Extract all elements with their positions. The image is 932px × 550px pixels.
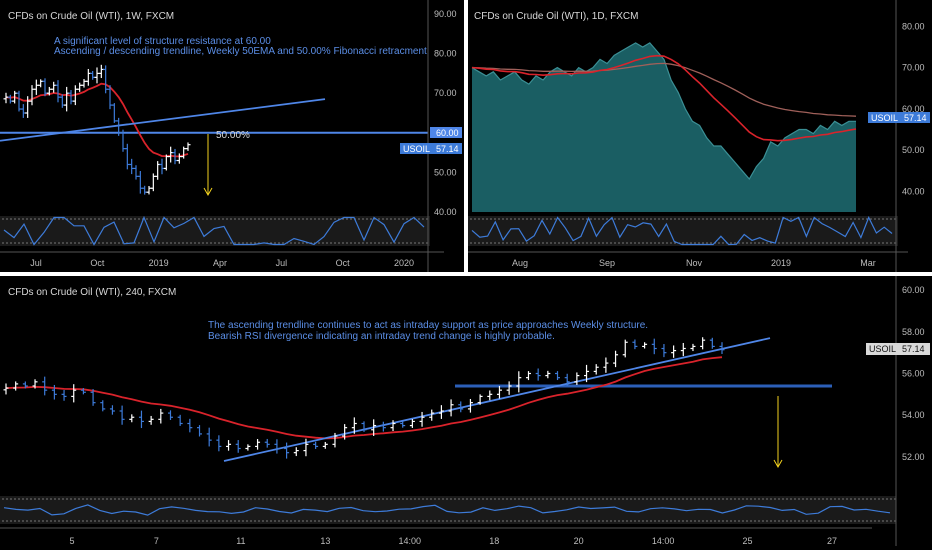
- x-tick-label: 14:00: [652, 536, 675, 546]
- price-line: [471, 42, 856, 181]
- h4-ema: [5, 356, 723, 440]
- h4-arrow: [773, 396, 783, 469]
- x-tick-label: 20: [574, 536, 584, 546]
- x-tick-label: 11: [236, 536, 245, 546]
- rsi-line: [3, 504, 891, 516]
- y-tick-label: 70.00: [434, 88, 457, 98]
- y-tick-label: 60.00: [902, 104, 925, 114]
- long-ma-line: [471, 62, 857, 117]
- h4-trendline: [223, 337, 771, 462]
- y-tick-label: 50.00: [434, 167, 457, 177]
- h4-annotation-2: Bearish RSI divergence indicating an int…: [208, 331, 555, 342]
- weekly-candles: [3, 64, 191, 195]
- y-tick-label: 70.00: [902, 63, 925, 73]
- x-tick-label: 2020: [394, 258, 414, 268]
- x-tick-label: 13: [320, 536, 330, 546]
- weekly-50ema: [5, 82, 189, 158]
- svg-text:57.14: 57.14: [902, 344, 925, 354]
- arrow-head: [203, 187, 213, 197]
- daily-chart-title: CFDs on Crude Oil (WTI), 1D, FXCM: [474, 11, 638, 22]
- daily-price-tag: USOIL 57.14: [868, 112, 930, 123]
- svg-text:USOIL: USOIL: [869, 344, 896, 354]
- weekly-arrow: [203, 134, 213, 197]
- weekly-chart-pane[interactable]: 90.00 80.00 70.00 60.00 50.00 40.00 Jul Oct 201…: [0, 0, 464, 272]
- h4-rsi-panel: [0, 496, 896, 524]
- weekly-annotation-2: Ascending / descending trendline, Weekly…: [54, 46, 427, 57]
- price-area: [472, 42, 856, 213]
- x-tick-label: Nov: [686, 258, 703, 268]
- h4-chart-title: CFDs on Crude Oil (WTI), 240, FXCM: [8, 287, 176, 298]
- x-tick-label: 2019: [149, 258, 169, 268]
- weekly-level-tag: 60.00: [430, 127, 462, 138]
- daily-ema: [471, 54, 857, 142]
- x-tick-label: 25: [743, 536, 753, 546]
- x-tick-label: 2019: [771, 258, 791, 268]
- ema-line: [471, 54, 857, 142]
- weekly-annotation-1: A significant level of structure resista…: [54, 36, 271, 47]
- svg-text:USOIL: USOIL: [871, 113, 898, 123]
- x-tick-label: 18: [489, 536, 499, 546]
- ema-line: [5, 82, 189, 158]
- weekly-fib-label: 50.00%: [216, 130, 250, 141]
- rsi-background: [468, 216, 898, 246]
- y-tick-label: 58.00: [902, 327, 925, 337]
- rsi-background: [0, 216, 430, 246]
- x-tick-label: 27: [827, 536, 837, 546]
- y-tick-label: 56.00: [902, 369, 925, 379]
- x-tick-label: Jul: [276, 258, 288, 268]
- svg-text:57.14: 57.14: [904, 113, 927, 123]
- daily-chart-pane[interactable]: 80.00 70.00 60.00 50.00 40.00 Aug Sep Nov 2019 M…: [468, 0, 932, 272]
- h4-candles: [3, 337, 725, 459]
- weekly-price-tag: USOIL 57.14: [400, 143, 462, 154]
- weekly-trendline: [0, 98, 326, 142]
- x-tick-label: 7: [154, 536, 159, 546]
- weekly-rsi-panel: [0, 215, 430, 246]
- ascending-trendline: [223, 337, 771, 462]
- y-tick-label: 52.00: [902, 452, 925, 462]
- y-tick-label: 80.00: [434, 49, 457, 59]
- arrow-head: [773, 459, 783, 469]
- ema-line: [5, 356, 723, 440]
- x-tick-label: Mar: [860, 258, 876, 268]
- y-tick-label: 40.00: [434, 207, 457, 217]
- x-tick-label: 5: [69, 536, 74, 546]
- x-tick-label: Oct: [90, 258, 105, 268]
- daily-chart[interactable]: 80.00 70.00 60.00 50.00 40.00 Aug Sep Nov 2019 M…: [468, 0, 932, 272]
- h4-chart[interactable]: 60.00 58.00 56.00 54.00 52.00 5 7 11 13 14:00 18 2…: [0, 276, 932, 550]
- rsi-background: [0, 496, 896, 524]
- y-tick-label: 90.00: [434, 9, 457, 19]
- x-tick-label: 14:00: [399, 536, 422, 546]
- daily-area: [471, 42, 856, 213]
- daily-rsi-panel: [468, 216, 898, 246]
- h4-annotation-1: The ascending trendline continues to act…: [208, 320, 648, 331]
- y-tick-label: 50.00: [902, 145, 925, 155]
- x-tick-label: Oct: [336, 258, 351, 268]
- y-tick-label: 54.00: [902, 410, 925, 420]
- ascending-trendline: [0, 98, 326, 142]
- x-tick-label: Sep: [599, 258, 615, 268]
- weekly-chart[interactable]: 90.00 80.00 70.00 60.00 50.00 40.00 Jul Oct 201…: [0, 0, 464, 272]
- x-tick-label: Apr: [213, 258, 227, 268]
- svg-text:57.14: 57.14: [436, 144, 459, 154]
- y-tick-label: 60.00: [902, 285, 925, 295]
- weekly-chart-title: CFDs on Crude Oil (WTI), 1W, FXCM: [8, 11, 174, 22]
- rsi-line: [471, 216, 893, 246]
- y-tick-label: 80.00: [902, 21, 925, 31]
- rsi-line: [3, 215, 425, 246]
- x-tick-label: Aug: [512, 258, 528, 268]
- daily-long-ma: [471, 62, 857, 117]
- svg-text:60.00: 60.00: [436, 128, 459, 138]
- svg-text:USOIL: USOIL: [403, 144, 430, 154]
- h4-chart-pane[interactable]: 60.00 58.00 56.00 54.00 52.00 5 7 11 13 14:00 18 2…: [0, 276, 932, 550]
- x-tick-label: Jul: [30, 258, 42, 268]
- h4-price-tag: USOIL 57.14: [866, 343, 930, 355]
- y-tick-label: 40.00: [902, 186, 925, 196]
